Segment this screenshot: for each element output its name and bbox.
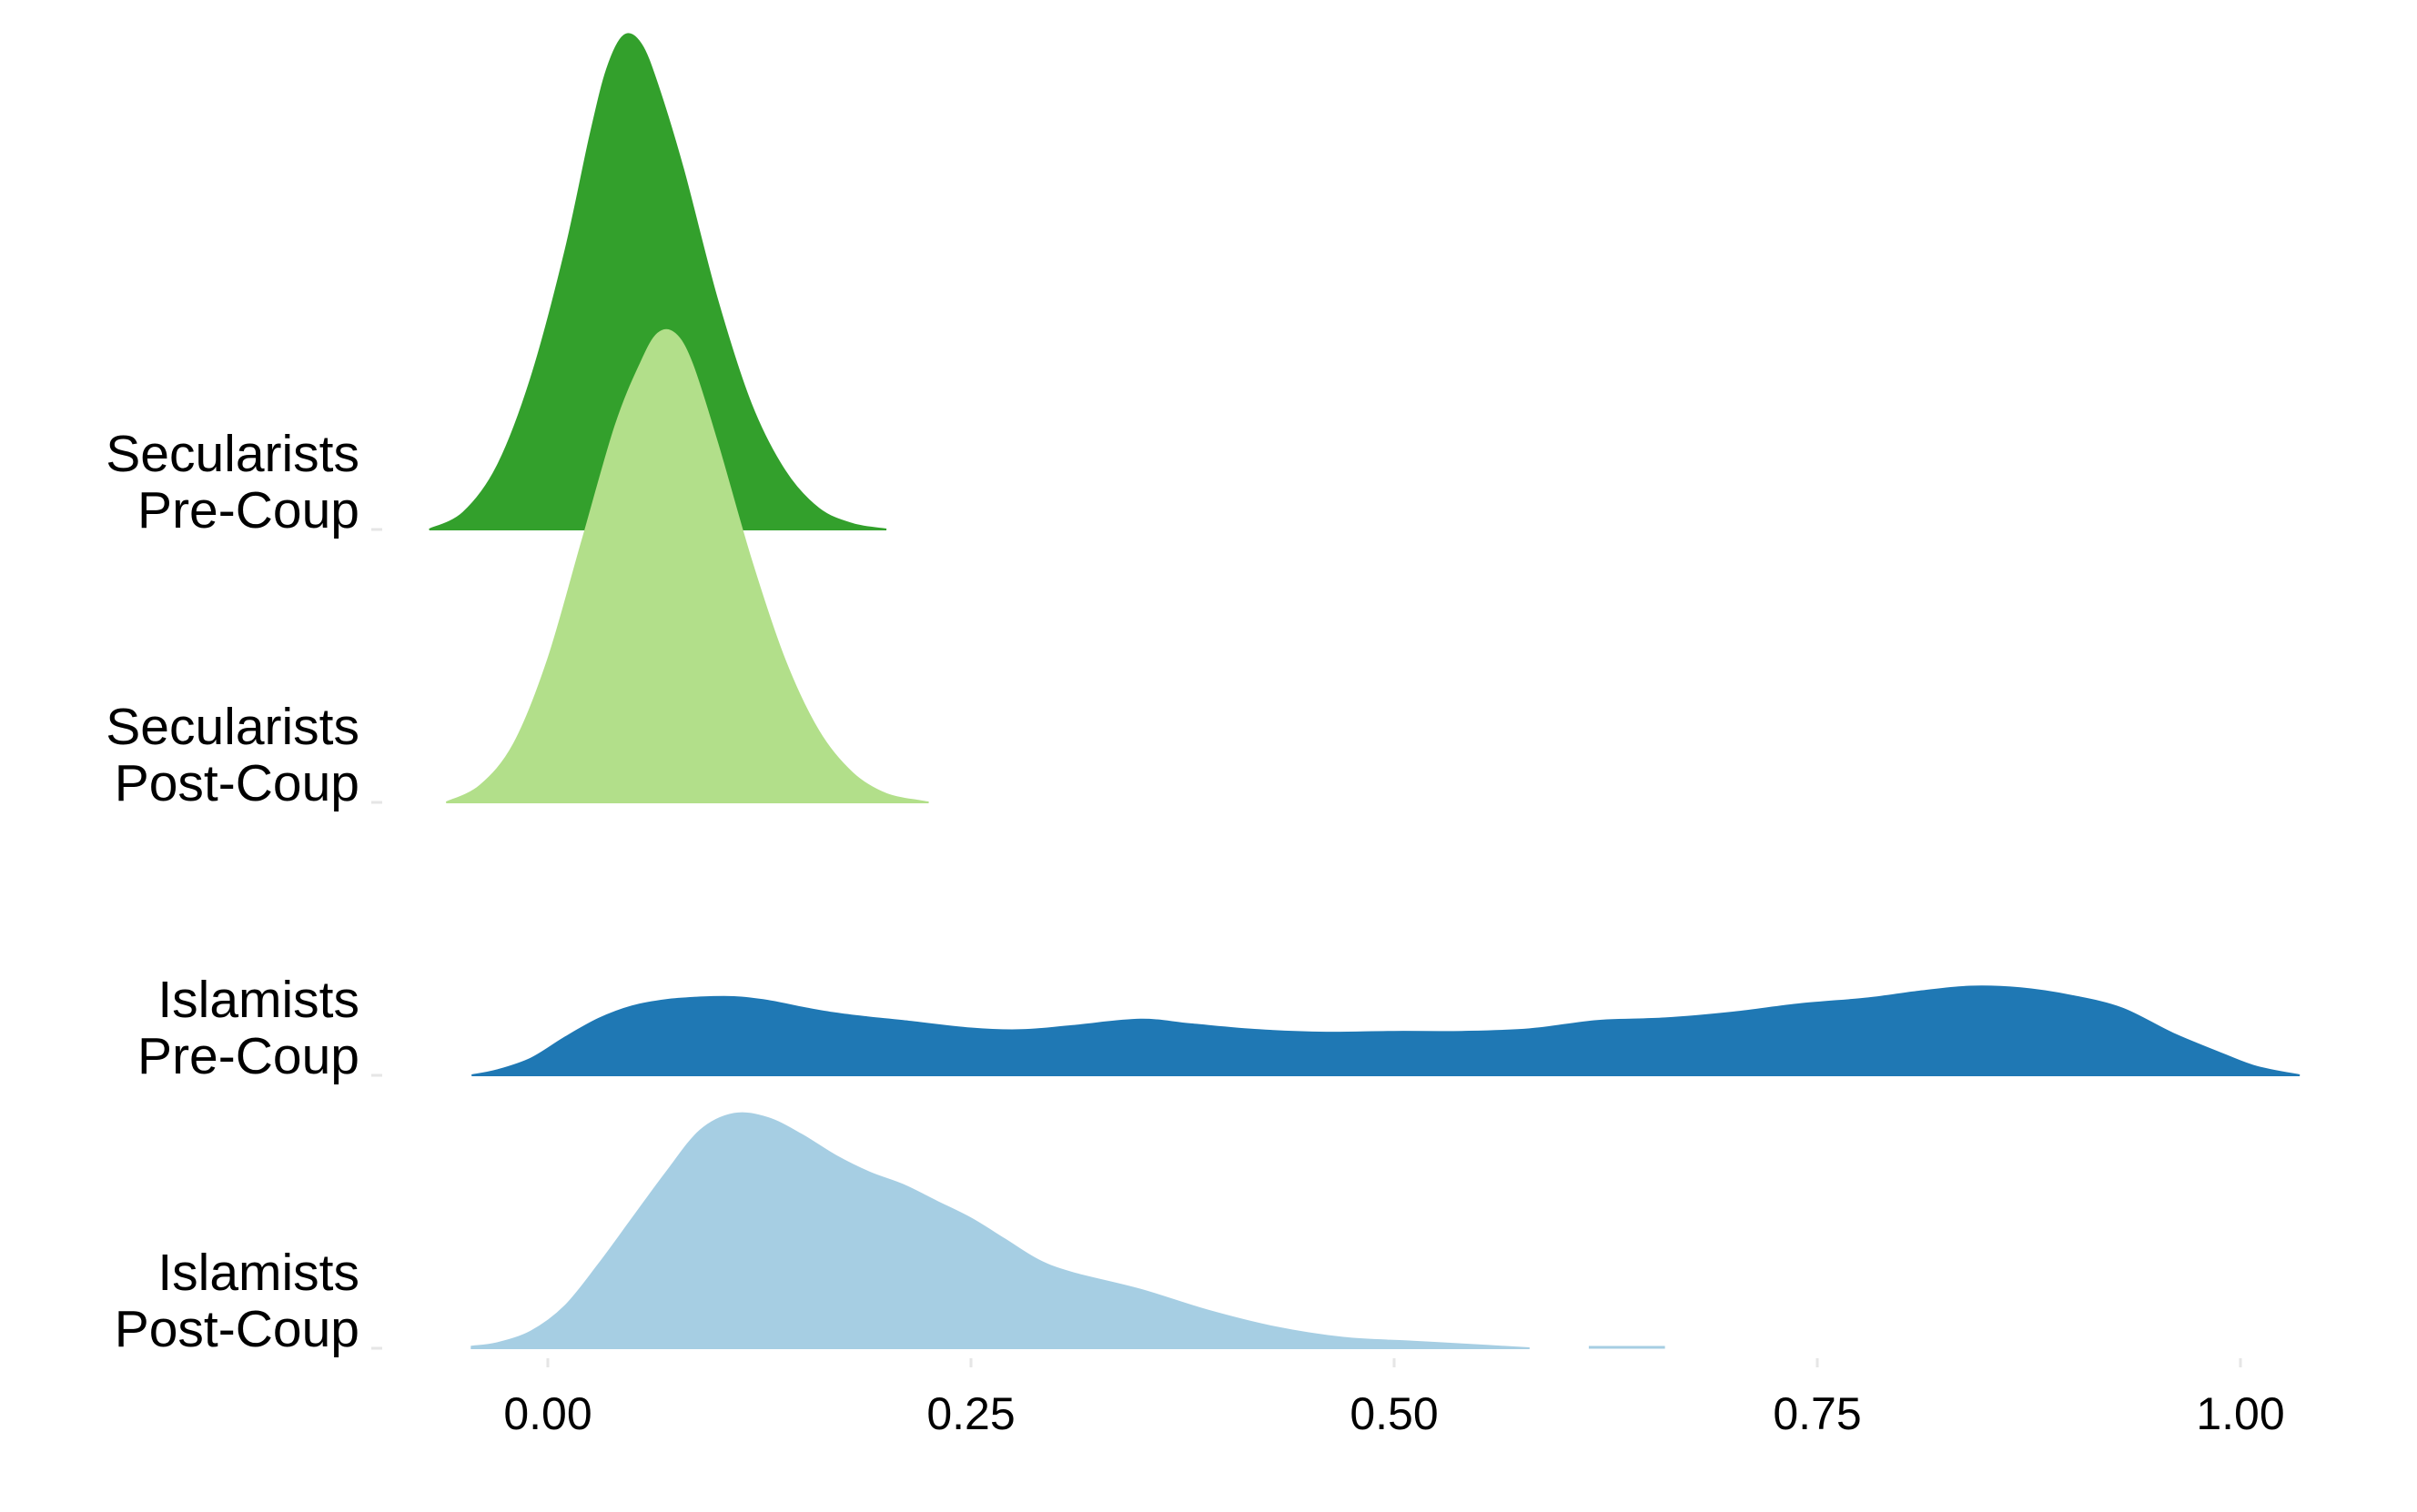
x-axis: 0.00 0.25 0.50 0.75 1.00 xyxy=(503,1358,2285,1439)
islamists-post-coup-ridge xyxy=(470,1112,1530,1349)
x-tick-label-0.00: 0.00 xyxy=(503,1388,592,1439)
secularists-post-coup-label-line2: Post-Coup xyxy=(115,754,359,812)
secularists-pre-coup-label-line2: Pre-Coup xyxy=(137,481,359,539)
islamists-post-coup-label-line2: Post-Coup xyxy=(115,1300,359,1358)
secularists-post-coup-ridge xyxy=(445,328,929,803)
x-tick-label-0.50: 0.50 xyxy=(1350,1388,1438,1439)
density-ridges xyxy=(371,33,2301,1350)
islamists-post-coup-label-line1: Islamists xyxy=(157,1244,359,1302)
x-tick-label-0.25: 0.25 xyxy=(926,1388,1015,1439)
x-tick-label-0.75: 0.75 xyxy=(1773,1388,1861,1439)
islamists-pre-coup-ridge xyxy=(471,985,2301,1076)
secularists-pre-coup-ridge xyxy=(429,33,887,530)
islamists-pre-coup-label-line1: Islamists xyxy=(157,971,359,1029)
secularists-pre-coup-label-line1: Secularists xyxy=(106,425,359,483)
islamists-pre-coup-label-line2: Pre-Coup xyxy=(137,1027,359,1085)
secularists-post-coup-label-line1: Secularists xyxy=(106,698,359,756)
x-tick-label-1.00: 1.00 xyxy=(2196,1388,2284,1439)
category-labels: SecularistsPre-CoupSecularistsPost-CoupI… xyxy=(106,425,359,1358)
